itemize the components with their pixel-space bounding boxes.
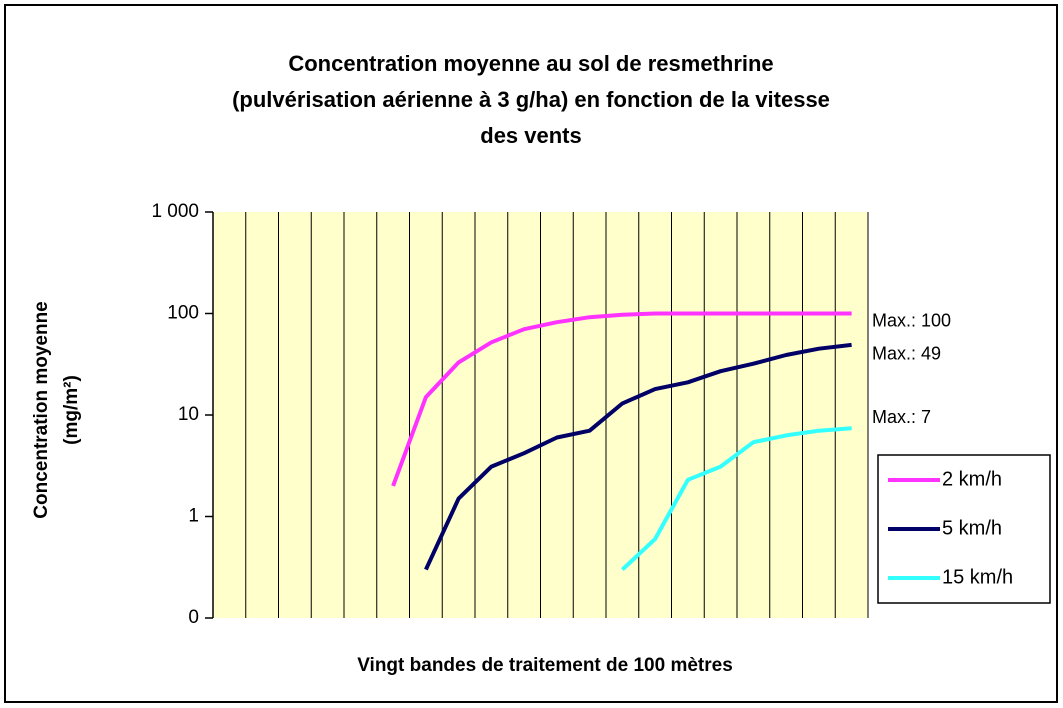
y-tick-label: 1 000 (151, 201, 199, 222)
y-axis-label: (mg/m²) (61, 375, 82, 445)
chart-title: (pulvérisation aérienne à 3 g/ha) en fon… (232, 87, 830, 112)
annotation: Max.: 49 (872, 344, 941, 364)
y-tick-label: 100 (167, 303, 199, 324)
series-line (621, 426, 852, 572)
y-axis-label: Concentration moyenne (31, 301, 52, 518)
y-tick-label: 1 (188, 506, 199, 527)
chart-title: des vents (480, 123, 582, 148)
legend-label: 5 km/h (942, 517, 1002, 539)
series-line (391, 311, 852, 487)
y-tick-label: 0 (188, 607, 199, 628)
y-tick-label: 10 (178, 404, 199, 425)
chart-title: Concentration moyenne au sol de resmethr… (288, 51, 773, 76)
legend-label: 2 km/h (942, 468, 1002, 490)
legend-label: 15 km/h (942, 566, 1013, 588)
annotation: Max.: 100 (872, 310, 951, 330)
x-axis-label: Vingt bandes de traitement de 100 mètres (357, 655, 733, 676)
series-line (424, 342, 852, 571)
annotation: Max.: 7 (872, 407, 931, 427)
